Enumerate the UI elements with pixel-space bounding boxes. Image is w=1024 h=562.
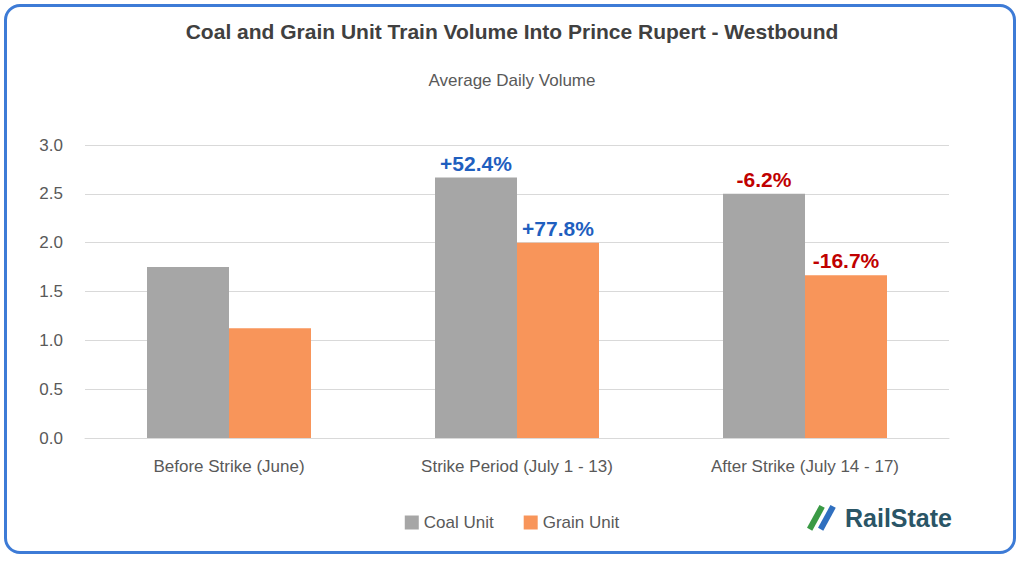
svg-text:2.0: 2.0 — [39, 233, 63, 252]
svg-text:Strike Period (July 1 - 13): Strike Period (July 1 - 13) — [421, 457, 613, 476]
svg-text:1.5: 1.5 — [39, 282, 63, 301]
svg-text:-16.7%: -16.7% — [813, 249, 880, 272]
svg-text:After Strike (July 14 - 17): After Strike (July 14 - 17) — [711, 457, 899, 476]
svg-text:1.0: 1.0 — [39, 331, 63, 350]
svg-text:RailState: RailState — [845, 504, 952, 532]
svg-text:Before Strike (June): Before Strike (June) — [153, 457, 304, 476]
svg-text:Coal Unit: Coal Unit — [424, 513, 494, 532]
svg-text:Coal and Grain Unit Train Volu: Coal and Grain Unit Train Volume Into Pr… — [186, 20, 839, 43]
svg-text:0.5: 0.5 — [39, 380, 63, 399]
svg-text:0.0: 0.0 — [39, 429, 63, 448]
svg-text:-6.2%: -6.2% — [737, 168, 792, 191]
svg-text:3.0: 3.0 — [39, 136, 63, 155]
svg-text:Grain Unit: Grain Unit — [543, 513, 620, 532]
svg-text:+77.8%: +77.8% — [522, 217, 594, 240]
svg-text:2.5: 2.5 — [39, 184, 63, 203]
svg-text:Average Daily Volume: Average Daily Volume — [429, 71, 596, 90]
svg-text:+52.4%: +52.4% — [440, 152, 512, 175]
